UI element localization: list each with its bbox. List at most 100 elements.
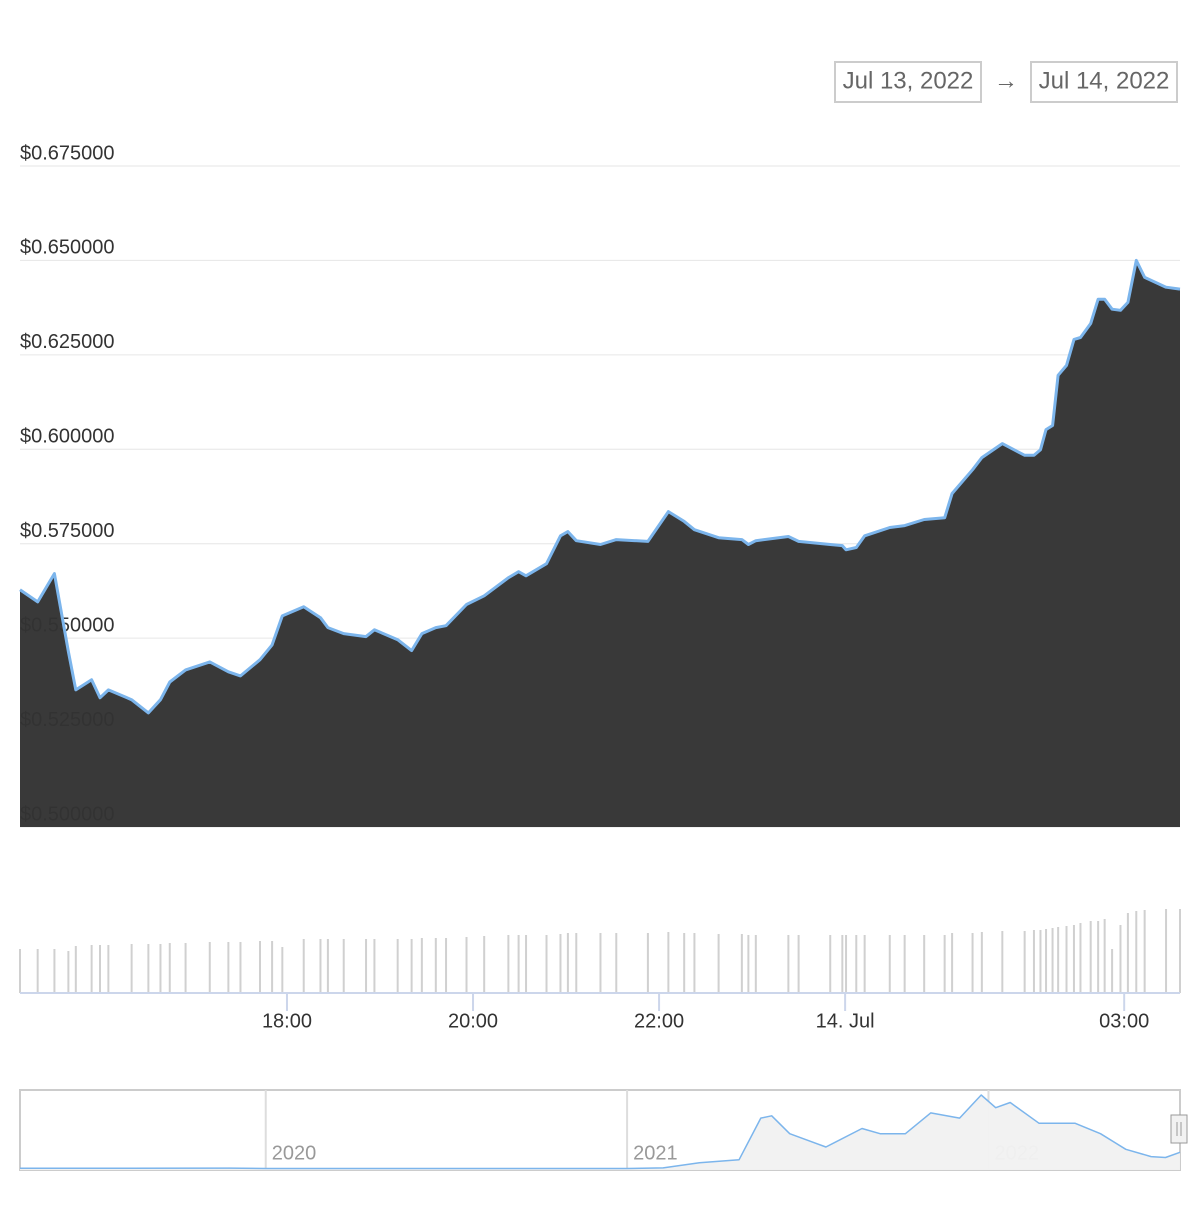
volume-bar	[667, 932, 670, 993]
volume-bar	[903, 935, 906, 993]
volume-bar	[1023, 931, 1026, 993]
volume-bar	[646, 933, 649, 993]
volume-bar	[227, 942, 230, 993]
price-line	[20, 1094, 1181, 1170]
volume-bar	[1103, 919, 1106, 993]
volume-bar	[1057, 927, 1060, 993]
volume-bar	[147, 944, 150, 993]
volume-bar	[271, 941, 274, 993]
volume-bar	[575, 933, 578, 993]
x-tick-label: 22:00	[634, 1010, 684, 1032]
volume-bar	[1065, 926, 1068, 993]
volume-bar	[1001, 931, 1004, 993]
navigator-tick-label: 2020	[272, 1142, 317, 1164]
volume-bar	[1126, 913, 1129, 993]
volume-bar	[1051, 928, 1054, 993]
volume-bar	[90, 945, 93, 993]
volume-bar	[483, 936, 486, 993]
volume-bar	[615, 933, 618, 993]
volume-bar	[951, 933, 954, 993]
volume-bar	[507, 935, 510, 993]
x-tick-label: 03:00	[1099, 1010, 1149, 1032]
volume-bar	[130, 944, 133, 993]
volume-bar	[239, 942, 242, 993]
volume-bar	[184, 943, 187, 993]
volume-bar	[159, 944, 162, 993]
volume-bar	[465, 937, 468, 993]
x-tick-label: 18:00	[262, 1010, 312, 1032]
volume-bar	[971, 933, 974, 993]
volume-bar	[559, 934, 562, 993]
price-line	[19, 258, 1181, 715]
volume-bar	[99, 945, 101, 993]
volume-bar	[525, 935, 528, 993]
area-fill	[20, 260, 1180, 827]
volume-bar	[1179, 909, 1181, 993]
volume-bar	[1079, 923, 1082, 993]
volume-bar	[107, 945, 110, 993]
volume-bar	[281, 947, 284, 993]
volume-bar	[342, 939, 345, 993]
date-to-box[interactable]	[1030, 61, 1178, 103]
date-from[interactable]: Jul 13, 2022	[843, 67, 974, 94]
volume-bar	[1143, 910, 1146, 993]
volume-bar	[1111, 949, 1114, 993]
volume-bar	[1135, 911, 1138, 993]
navigator-tick-label: 2021	[633, 1142, 678, 1164]
volume-bar	[365, 939, 368, 993]
volume-bar	[599, 933, 602, 993]
volume-bar	[923, 935, 926, 993]
volume-bar	[740, 934, 743, 993]
navigator-handle[interactable]	[1170, 1114, 1188, 1144]
volume-bar	[420, 938, 423, 993]
volume-bar	[74, 946, 77, 993]
y-tick-label: $0.600000	[20, 426, 115, 448]
volume-bar	[787, 935, 790, 993]
volume-bar	[797, 935, 800, 993]
volume-bar	[1032, 930, 1035, 993]
volume-bar	[326, 939, 329, 993]
volume-bar	[168, 943, 171, 993]
volume-bar	[1089, 921, 1092, 993]
volume-bar	[747, 935, 750, 993]
volume-bar	[373, 939, 376, 993]
y-tick-label: $0.625000	[20, 331, 115, 353]
volume-bar	[434, 938, 437, 993]
date-from-box[interactable]	[834, 61, 982, 103]
volume-bar	[19, 949, 21, 993]
volume-bar	[754, 935, 757, 993]
volume-bar	[888, 935, 891, 993]
volume-bar	[396, 939, 399, 993]
y-tick-label: $0.675000	[20, 142, 115, 164]
volume-bar	[1165, 909, 1168, 993]
volume-bar	[1097, 921, 1100, 993]
volume-bar	[545, 935, 548, 993]
volume-bar	[445, 938, 448, 993]
volume-bar	[693, 933, 696, 993]
volume-bar	[208, 942, 211, 993]
volume-bar	[683, 933, 686, 993]
volume-bar	[517, 935, 520, 993]
volume-bar	[1045, 929, 1048, 993]
volume-bar	[943, 935, 946, 993]
volume-bar	[841, 935, 844, 993]
volume-bar	[319, 939, 322, 993]
volume-bar	[53, 949, 56, 993]
volume-bar	[845, 935, 848, 993]
volume-bar	[717, 934, 720, 993]
volume-bar	[410, 939, 413, 993]
x-tick-label: 20:00	[448, 1010, 498, 1032]
volume-bar	[980, 932, 983, 993]
volume-bar	[1119, 925, 1122, 993]
y-tick-label: $0.650000	[20, 237, 115, 259]
area-fill	[20, 1095, 1180, 1170]
y-tick-label: $0.575000	[20, 520, 115, 542]
date-arrow: →	[994, 67, 1018, 94]
volume-bar	[863, 935, 866, 993]
volume-bar	[36, 949, 39, 993]
date-to[interactable]: Jul 14, 2022	[1039, 67, 1170, 94]
volume-bar	[1039, 930, 1042, 993]
volume-bar	[1072, 925, 1075, 993]
volume-bar	[259, 941, 261, 993]
